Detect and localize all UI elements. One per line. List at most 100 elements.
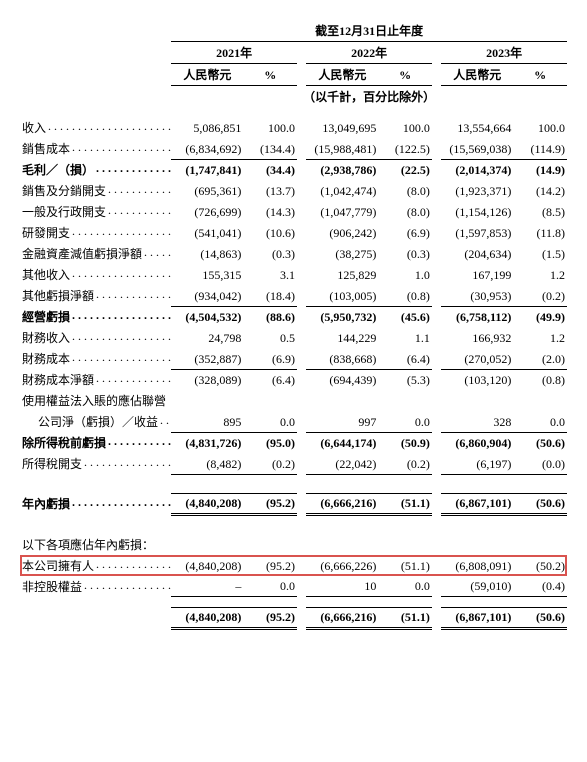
cell-value: 0.5 <box>243 327 297 348</box>
cell-value: (934,042) <box>171 285 243 306</box>
cell-value: (30,953) <box>441 285 513 306</box>
table-row: 研發開支(541,041)(10.6)(906,242)(6.9)(1,597,… <box>20 222 567 243</box>
cell-value: (8.0) <box>378 180 432 201</box>
cell-value <box>513 390 567 411</box>
cell-value: (1,747,841) <box>171 159 243 180</box>
cell-value: (6.9) <box>243 348 297 369</box>
row-label: 銷售成本 <box>20 138 171 159</box>
cell-value: (49.9) <box>513 306 567 327</box>
row-year-loss: 年內虧損 (4,840,208) (95.2) (6,666,216) (51.… <box>20 493 567 514</box>
cell-value: 13,554,664 <box>441 117 513 138</box>
table-row: 非控股權益–0.0100.0(59,010)(0.4) <box>20 576 567 597</box>
row-label: 財務收入 <box>20 327 171 348</box>
attrib-header: 以下各項應佔年內虧損： <box>20 534 567 555</box>
cell-value: (34.4) <box>243 159 297 180</box>
cell-value: (45.6) <box>378 306 432 327</box>
cell-value: (328,089) <box>171 369 243 390</box>
cell-value: (204,634) <box>441 243 513 264</box>
cell-value: (38,275) <box>306 243 378 264</box>
cell-value: (14.9) <box>513 159 567 180</box>
cell-value: (22,042) <box>306 453 378 474</box>
row-label: 其他虧損淨額 <box>20 285 171 306</box>
cell-value: (0.8) <box>513 369 567 390</box>
col-currency-3: 人民幣元 <box>441 64 513 86</box>
row-label: 本公司擁有人 <box>20 555 171 576</box>
cell-value: 0.0 <box>378 411 432 432</box>
row-label: 公司淨（虧損）／收益 <box>20 411 171 432</box>
cell-value: 13,049,695 <box>306 117 378 138</box>
cell-value: (50.9) <box>378 432 432 453</box>
cell-value <box>306 390 378 411</box>
cell-value: – <box>171 576 243 597</box>
table-row: 公司淨（虧損）／收益8950.09970.03280.0 <box>20 411 567 432</box>
cell-value: (13.7) <box>243 180 297 201</box>
cell-value: (2.0) <box>513 348 567 369</box>
cell-value: (6,808,091) <box>441 555 513 576</box>
cell-value: 100.0 <box>243 117 297 138</box>
row-label: 銷售及分銷開支 <box>20 180 171 201</box>
cell-value: (906,242) <box>306 222 378 243</box>
cell-value: (4,504,532) <box>171 306 243 327</box>
cell-value: (8,482) <box>171 453 243 474</box>
cell-value: (6,834,692) <box>171 138 243 159</box>
cell-value: 100.0 <box>513 117 567 138</box>
col-pct-3: % <box>513 64 567 86</box>
year-2021: 2021年 <box>171 42 297 64</box>
cell-value <box>243 390 297 411</box>
cell-value: (1,047,779) <box>306 201 378 222</box>
cell-value: 24,798 <box>171 327 243 348</box>
row-label: 研發開支 <box>20 222 171 243</box>
table-row: 財務成本(352,887)(6.9)(838,668)(6.4)(270,052… <box>20 348 567 369</box>
row-label: 一般及行政開支 <box>20 201 171 222</box>
cell-value: 1.1 <box>378 327 432 348</box>
row-label: 財務成本 <box>20 348 171 369</box>
cell-value: (103,120) <box>441 369 513 390</box>
cell-value: 10 <box>306 576 378 597</box>
cell-value: 1.2 <box>513 327 567 348</box>
row-label: 所得稅開支 <box>20 453 171 474</box>
cell-value: (50.6) <box>513 432 567 453</box>
cell-value: 0.0 <box>378 576 432 597</box>
cell-value: 0.0 <box>513 411 567 432</box>
cell-value: (14.2) <box>513 180 567 201</box>
cell-value: (6.4) <box>378 348 432 369</box>
cell-value: (1,597,853) <box>441 222 513 243</box>
cell-value: (95.2) <box>243 555 297 576</box>
cell-value: (1,923,371) <box>441 180 513 201</box>
cell-value: (103,005) <box>306 285 378 306</box>
cell-value: (59,010) <box>441 576 513 597</box>
cell-value: (0.2) <box>513 285 567 306</box>
cell-value: (6,860,904) <box>441 432 513 453</box>
row-label: 非控股權益 <box>20 576 171 597</box>
cell-value <box>378 390 432 411</box>
cell-value: (6,644,174) <box>306 432 378 453</box>
cell-value: (88.6) <box>243 306 297 327</box>
cell-value: (1,042,474) <box>306 180 378 201</box>
table-row: 其他虧損淨額(934,042)(18.4)(103,005)(0.8)(30,9… <box>20 285 567 306</box>
cell-value: (5.3) <box>378 369 432 390</box>
cell-value: 1.0 <box>378 264 432 285</box>
cell-value: 3.1 <box>243 264 297 285</box>
table-row: 財務收入24,7980.5144,2291.1166,9321.2 <box>20 327 567 348</box>
table-row: 金融資產減值虧損淨額(14,863)(0.3)(38,275)(0.3)(204… <box>20 243 567 264</box>
cell-value: 1.2 <box>513 264 567 285</box>
col-currency-1: 人民幣元 <box>171 64 243 86</box>
table-row: 財務成本淨額(328,089)(6.4)(694,439)(5.3)(103,1… <box>20 369 567 390</box>
table-row: 其他收入155,3153.1125,8291.0167,1991.2 <box>20 264 567 285</box>
cell-value: (10.6) <box>243 222 297 243</box>
cell-value: (1,154,126) <box>441 201 513 222</box>
table-row: 一般及行政開支(726,699)(14.3)(1,047,779)(8.0)(1… <box>20 201 567 222</box>
cell-value: (838,668) <box>306 348 378 369</box>
cell-value: (6.9) <box>378 222 432 243</box>
cell-value: (11.8) <box>513 222 567 243</box>
cell-value: (15,988,481) <box>306 138 378 159</box>
cell-value: (0.8) <box>378 285 432 306</box>
cell-value: 167,199 <box>441 264 513 285</box>
cell-value: 997 <box>306 411 378 432</box>
cell-value: (0.2) <box>243 453 297 474</box>
cell-value: (726,699) <box>171 201 243 222</box>
cell-value: (22.5) <box>378 159 432 180</box>
cell-value: (114.9) <box>513 138 567 159</box>
table-row: 經營虧損(4,504,532)(88.6)(5,950,732)(45.6)(6… <box>20 306 567 327</box>
row-label: 金融資產減值虧損淨額 <box>20 243 171 264</box>
